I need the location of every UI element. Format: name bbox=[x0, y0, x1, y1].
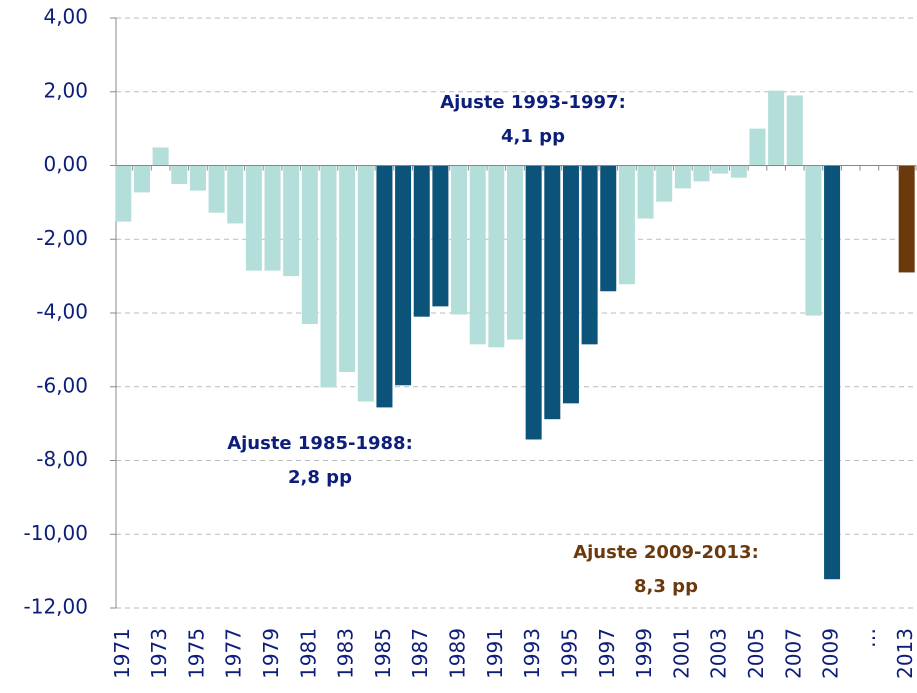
x-tick-label: 1979 bbox=[259, 628, 283, 679]
bar bbox=[618, 165, 635, 285]
bar bbox=[301, 165, 318, 325]
bar bbox=[133, 165, 150, 193]
y-tick-label: -4,00 bbox=[36, 300, 88, 324]
bar bbox=[525, 165, 542, 440]
bar bbox=[712, 165, 729, 174]
bar bbox=[227, 165, 244, 224]
annotation: 4,1 pp bbox=[501, 126, 565, 147]
bar bbox=[656, 165, 673, 202]
bar bbox=[432, 165, 449, 307]
annotation: 2,8 pp bbox=[288, 467, 352, 488]
bar bbox=[115, 165, 132, 222]
x-tick-label: 1993 bbox=[520, 628, 544, 679]
bar bbox=[600, 165, 617, 292]
bar bbox=[824, 165, 841, 580]
x-tick-label: 2013 bbox=[893, 628, 917, 679]
x-tick-label: 1991 bbox=[483, 628, 507, 679]
bar bbox=[339, 165, 356, 372]
y-tick-label: -12,00 bbox=[24, 595, 88, 619]
bar bbox=[637, 165, 654, 219]
y-tick-label: -6,00 bbox=[36, 373, 88, 397]
bar bbox=[749, 128, 766, 166]
bar bbox=[507, 165, 523, 340]
x-tick-label: … bbox=[856, 628, 880, 648]
bar bbox=[469, 165, 486, 345]
x-tick-label: 1999 bbox=[632, 628, 656, 679]
annotation: 8,3 pp bbox=[634, 576, 698, 597]
x-tick-label: 1973 bbox=[147, 628, 171, 679]
bar bbox=[768, 90, 785, 166]
x-tick-label: 2003 bbox=[707, 628, 731, 679]
y-tick-label: 2,00 bbox=[43, 78, 88, 102]
bar bbox=[413, 165, 430, 317]
bar bbox=[786, 95, 803, 166]
y-tick-label: -8,00 bbox=[36, 447, 88, 471]
bar bbox=[395, 165, 412, 386]
bar bbox=[898, 165, 915, 273]
bar bbox=[171, 165, 188, 184]
bar bbox=[208, 165, 225, 213]
x-tick-label: 1977 bbox=[222, 628, 246, 679]
bar bbox=[264, 165, 281, 271]
bar bbox=[581, 165, 598, 345]
x-tick-label: 1983 bbox=[334, 628, 358, 679]
bar bbox=[320, 165, 337, 388]
y-tick-label: 0,00 bbox=[43, 152, 88, 176]
x-tick-label: 1987 bbox=[408, 628, 432, 679]
y-tick-label: 4,00 bbox=[43, 5, 88, 29]
annotation: Ajuste 1985-1988: bbox=[227, 433, 413, 454]
x-tick-label: 2007 bbox=[781, 628, 805, 679]
bar bbox=[245, 165, 262, 271]
x-tick-label: 2001 bbox=[669, 628, 693, 679]
x-tick-label: 1989 bbox=[446, 628, 470, 679]
x-tick-label: 2005 bbox=[744, 628, 768, 679]
bar bbox=[730, 165, 747, 178]
x-tick-label: 1981 bbox=[296, 628, 320, 679]
bar bbox=[562, 165, 579, 404]
bar bbox=[189, 165, 206, 191]
bar bbox=[805, 165, 822, 316]
bar bbox=[451, 165, 468, 315]
bar bbox=[357, 165, 374, 402]
bar bbox=[152, 147, 169, 166]
annotation: Ajuste 2009-2013: bbox=[573, 542, 759, 563]
x-tick-label: 1985 bbox=[371, 628, 395, 679]
annotation: Ajuste 1993-1997: bbox=[440, 92, 626, 113]
x-tick-label: 1971 bbox=[110, 628, 134, 679]
bar bbox=[674, 165, 691, 189]
bar bbox=[488, 165, 505, 348]
x-tick-label: 1975 bbox=[184, 628, 208, 679]
x-tick-label: 1997 bbox=[595, 628, 619, 679]
bar bbox=[693, 165, 710, 182]
x-tick-label: 1995 bbox=[557, 628, 581, 679]
y-tick-label: -10,00 bbox=[24, 521, 88, 545]
bar bbox=[376, 165, 393, 408]
y-tick-label: -2,00 bbox=[36, 226, 88, 250]
x-tick-label: 2009 bbox=[819, 628, 843, 679]
bar bbox=[283, 165, 300, 277]
bar bbox=[544, 165, 561, 420]
